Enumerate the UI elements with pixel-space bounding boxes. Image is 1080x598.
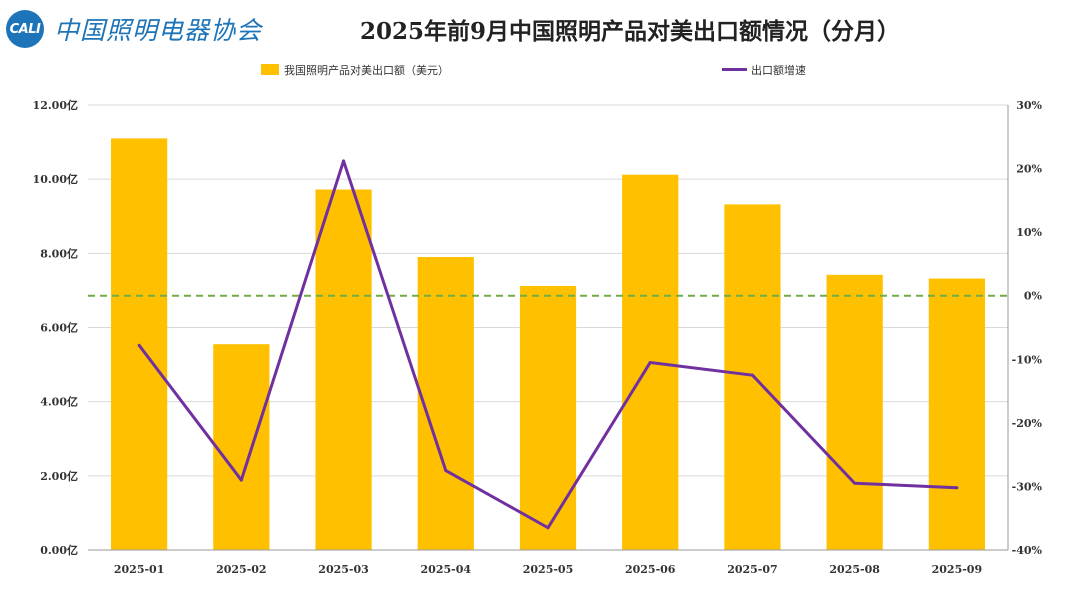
x-tick-label: 2025-03 (318, 563, 369, 576)
growth-point (342, 159, 346, 163)
growth-point (137, 343, 141, 347)
y-right-tick-label: -10% (1012, 353, 1043, 366)
growth-point (955, 486, 959, 490)
logo-text: 中国照明电器协会 (54, 16, 263, 45)
growth-point (239, 478, 243, 482)
y-right-tick-label: 30% (1016, 99, 1042, 112)
x-tick-label: 2025-08 (829, 563, 880, 576)
x-tick-label: 2025-06 (625, 563, 676, 576)
y-left-tick-label: 8.00亿 (40, 246, 78, 260)
logo: CALI 中国照明电器协会 (6, 8, 262, 50)
bar (315, 189, 372, 551)
legend-bar-label: 我国照明产品对美出口额（美元） (284, 63, 449, 77)
y-right-tick-label: -30% (1012, 480, 1043, 493)
legend-bar-swatch (261, 64, 279, 75)
x-tick-label: 2025-07 (727, 563, 778, 576)
y-left-tick-label: 2.00亿 (40, 469, 78, 483)
y-right-tick-label: -40% (1012, 544, 1043, 557)
y-left-tick-label: 12.00亿 (33, 98, 78, 112)
growth-point (444, 469, 448, 473)
y-right-tick-label: 20% (1016, 163, 1042, 176)
y-left-tick-label: 6.00亿 (40, 321, 78, 335)
y-right-tick-label: 10% (1016, 226, 1042, 239)
x-tick-label: 2025-09 (932, 563, 983, 576)
x-tick-label: 2025-05 (523, 563, 574, 576)
y-left-tick-label: 4.00亿 (40, 395, 78, 409)
legend-line-label: 出口额增速 (751, 63, 806, 77)
bar (519, 285, 577, 550)
bar (213, 344, 270, 550)
growth-point (750, 373, 754, 377)
y-left-tick-label: 0.00亿 (40, 543, 78, 557)
x-tick-label: 2025-02 (216, 563, 267, 576)
bar (928, 278, 985, 550)
growth-point (853, 481, 857, 485)
x-tick-label: 2025-04 (421, 563, 472, 576)
bar (417, 257, 474, 550)
chart-title: 2025年前9月中国照明产品对美出口额情况（分月） (359, 18, 901, 45)
growth-point (546, 526, 550, 530)
y-right-tick-label: -20% (1012, 417, 1043, 430)
growth-point (648, 360, 652, 364)
bar (826, 274, 883, 550)
y-right-tick-label: 0% (1024, 290, 1043, 303)
x-tick-label: 2025-01 (114, 563, 165, 576)
logo-badge: CALI (6, 10, 44, 48)
y-left-tick-label: 10.00亿 (33, 172, 78, 186)
